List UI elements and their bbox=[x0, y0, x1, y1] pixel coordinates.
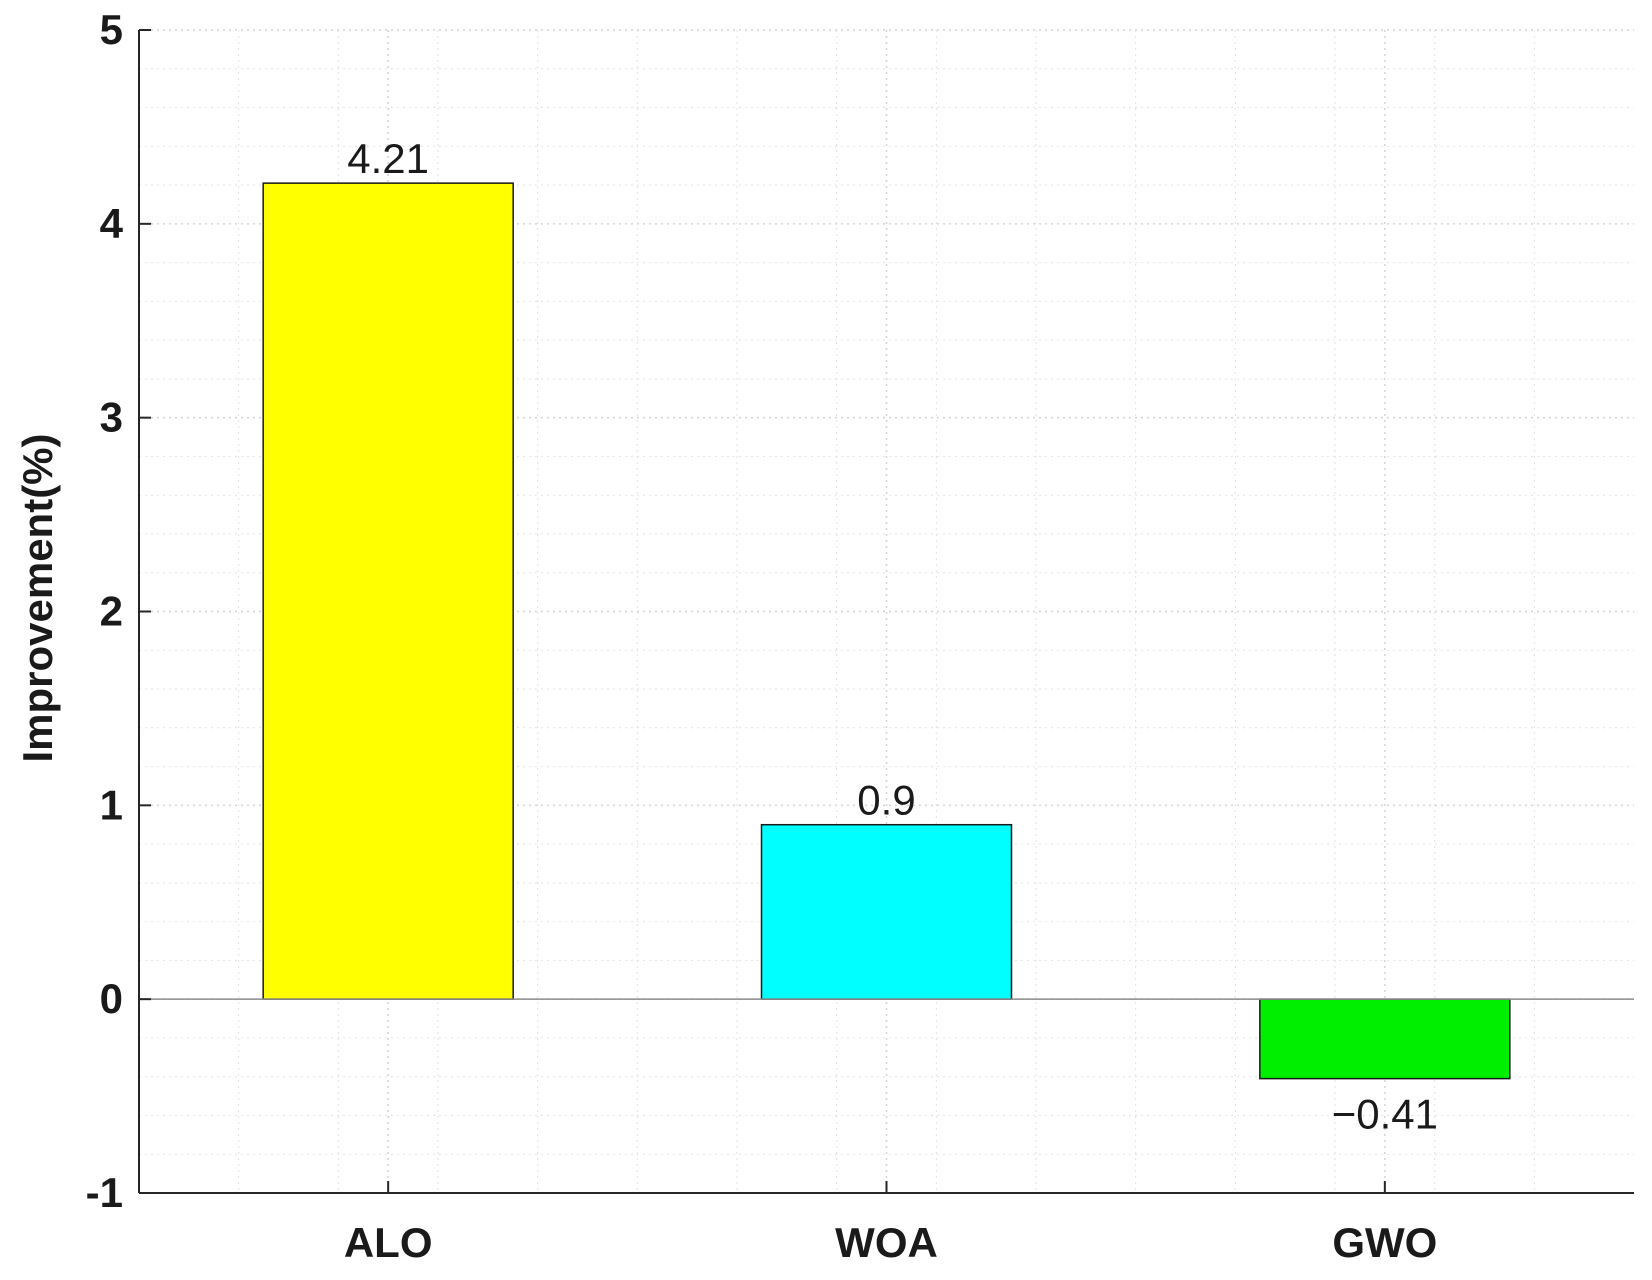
y-tick-label: 5 bbox=[100, 6, 123, 53]
bar-gwo bbox=[1259, 998, 1511, 1080]
x-tick-label-woa: WOA bbox=[835, 1219, 938, 1266]
y-tick-label: 0 bbox=[100, 975, 123, 1022]
y-tick-label: -1 bbox=[86, 1169, 123, 1216]
data-label-woa: 0.9 bbox=[857, 777, 915, 824]
y-tick-label: 3 bbox=[100, 394, 123, 441]
x-tick-label-gwo: GWO bbox=[1332, 1219, 1437, 1266]
bar-alo bbox=[262, 182, 514, 1000]
data-label-alo: 4.21 bbox=[347, 135, 429, 182]
labels-layer: -1 0 1 2 3 4 5 ALO WOA GWO 4.21 0.9 −0.41 bbox=[86, 6, 1438, 1266]
data-label-gwo: −0.41 bbox=[1332, 1091, 1438, 1138]
x-tick-label-alo: ALO bbox=[344, 1219, 433, 1266]
y-tick-label: 2 bbox=[100, 588, 123, 635]
bar-woa bbox=[760, 823, 1013, 1000]
axes-layer bbox=[138, 29, 1634, 1194]
y-tick-label: 1 bbox=[100, 781, 123, 828]
bars-layer bbox=[262, 182, 1511, 1080]
y-axis-title: Improvement(%) bbox=[14, 433, 61, 762]
y-tick-label: 4 bbox=[100, 200, 124, 247]
